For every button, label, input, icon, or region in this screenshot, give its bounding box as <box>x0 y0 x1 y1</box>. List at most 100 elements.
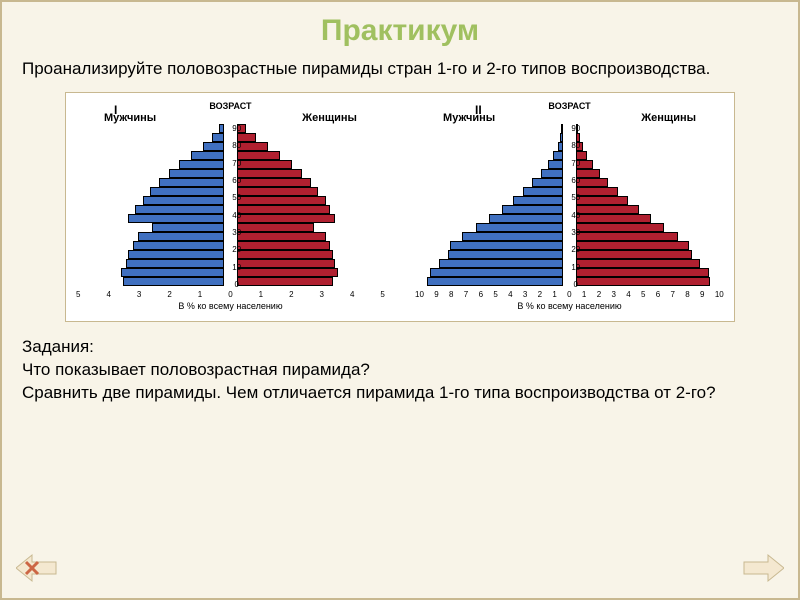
x-tick: 1 <box>259 290 263 299</box>
male-bar <box>169 169 224 178</box>
male-bar <box>502 205 564 214</box>
x-tick: 10 <box>415 290 424 299</box>
female-bar <box>576 232 678 241</box>
female-bar <box>576 241 689 250</box>
age-tick: 10 <box>224 263 249 272</box>
age-tick: 60 <box>224 176 249 185</box>
age-tick: 20 <box>563 245 588 254</box>
male-bar <box>191 151 225 160</box>
male-bar <box>138 232 224 241</box>
x-tick: 2 <box>597 290 601 299</box>
x-caption-2: В % ко всему населению <box>413 301 726 311</box>
age-tick: 50 <box>563 193 588 202</box>
x-tick: 7 <box>464 290 468 299</box>
x-tick: 8 <box>449 290 453 299</box>
female-bar <box>576 268 709 277</box>
x-tick: 10 <box>715 290 724 299</box>
x-tick: 3 <box>137 290 141 299</box>
male-bar <box>476 223 563 232</box>
x-tick: 9 <box>700 290 704 299</box>
age-tick: 40 <box>224 211 249 220</box>
x-tick: 3 <box>523 290 527 299</box>
pyramid-type2: II ВОЗРАСТ Мужчины Женщины 9080706050403… <box>413 101 726 317</box>
female-bar <box>237 259 335 268</box>
female-bar <box>576 277 710 286</box>
x-tick: 2 <box>289 290 293 299</box>
type2-label: II <box>475 103 482 117</box>
x-tick: 5 <box>76 290 80 299</box>
age-tick: 80 <box>563 141 588 150</box>
female-label-1: Женщины <box>302 112 357 124</box>
male-bar <box>541 169 563 178</box>
question-1: Что показывает половозрастная пирамида? <box>22 359 778 382</box>
x-tick: 0 <box>228 290 232 299</box>
male-bar <box>212 133 224 142</box>
charts-container: I ВОЗРАСТ Мужчины Женщины 90807060504030… <box>65 92 735 322</box>
page-title: Практикум <box>22 14 778 48</box>
male-bar <box>532 178 563 187</box>
male-bar <box>143 196 225 205</box>
age-tick: 70 <box>563 159 588 168</box>
x-tick: 0 <box>567 290 571 299</box>
x-tick: 1 <box>198 290 202 299</box>
x-caption-1: В % ко всему населению <box>74 301 387 311</box>
x-tick: 5 <box>641 290 645 299</box>
male-bar <box>553 151 563 160</box>
age-tick: 0 <box>224 280 249 289</box>
male-bar <box>448 250 563 259</box>
female-label-2: Женщины <box>641 112 696 124</box>
questions-block: Задания: Что показывает половозрастная п… <box>22 336 778 405</box>
female-bar <box>237 250 333 259</box>
male-bar <box>430 268 563 277</box>
male-bar <box>123 277 224 286</box>
intro-text: Проанализируйте половозрастные пирамиды … <box>22 58 778 80</box>
male-bar <box>135 205 224 214</box>
x-tick: 4 <box>350 290 354 299</box>
female-bar <box>237 196 326 205</box>
female-bar <box>576 250 692 259</box>
x-tick: 9 <box>434 290 438 299</box>
age-tick: 20 <box>224 245 249 254</box>
next-arrow-icon <box>740 553 784 583</box>
male-bar <box>126 259 224 268</box>
x-tick: 5 <box>380 290 384 299</box>
male-bar <box>159 178 224 187</box>
female-bar <box>237 268 338 277</box>
x-tick: 1 <box>582 290 586 299</box>
age-tick: 90 <box>224 124 249 133</box>
x-tick: 4 <box>508 290 512 299</box>
x-tick: 5 <box>493 290 497 299</box>
next-button[interactable] <box>740 553 784 588</box>
x-tick: 7 <box>671 290 675 299</box>
x-tick: 1 <box>552 290 556 299</box>
x-tick: 8 <box>685 290 689 299</box>
x-tick: 3 <box>320 290 324 299</box>
male-bar <box>121 268 224 277</box>
male-bar <box>513 196 563 205</box>
female-bar <box>237 205 331 214</box>
questions-heading: Задания: <box>22 336 778 359</box>
age-tick: 0 <box>563 280 588 289</box>
x-tick: 4 <box>106 290 110 299</box>
age-tick: 90 <box>563 124 588 133</box>
female-bar <box>576 223 664 232</box>
x-tick: 3 <box>611 290 615 299</box>
male-bar <box>128 250 224 259</box>
prev-button[interactable] <box>16 553 60 588</box>
x-tick: 6 <box>479 290 483 299</box>
age-tick: 70 <box>224 159 249 168</box>
male-label-1: Мужчины <box>104 112 156 124</box>
male-bar <box>150 187 224 196</box>
age-axis-title-2: ВОЗРАСТ <box>413 101 726 111</box>
male-bar <box>133 241 224 250</box>
male-bar <box>450 241 563 250</box>
question-2: Сравнить две пирамиды. Чем отличается пи… <box>22 382 778 405</box>
male-bar <box>439 259 564 268</box>
age-tick: 10 <box>563 263 588 272</box>
age-axis-title-1: ВОЗРАСТ <box>74 101 387 111</box>
male-bar <box>548 160 563 169</box>
age-tick: 30 <box>224 228 249 237</box>
female-bar <box>237 277 333 286</box>
male-bar <box>427 277 563 286</box>
pyramid-type1: I ВОЗРАСТ Мужчины Женщины 90807060504030… <box>74 101 387 317</box>
